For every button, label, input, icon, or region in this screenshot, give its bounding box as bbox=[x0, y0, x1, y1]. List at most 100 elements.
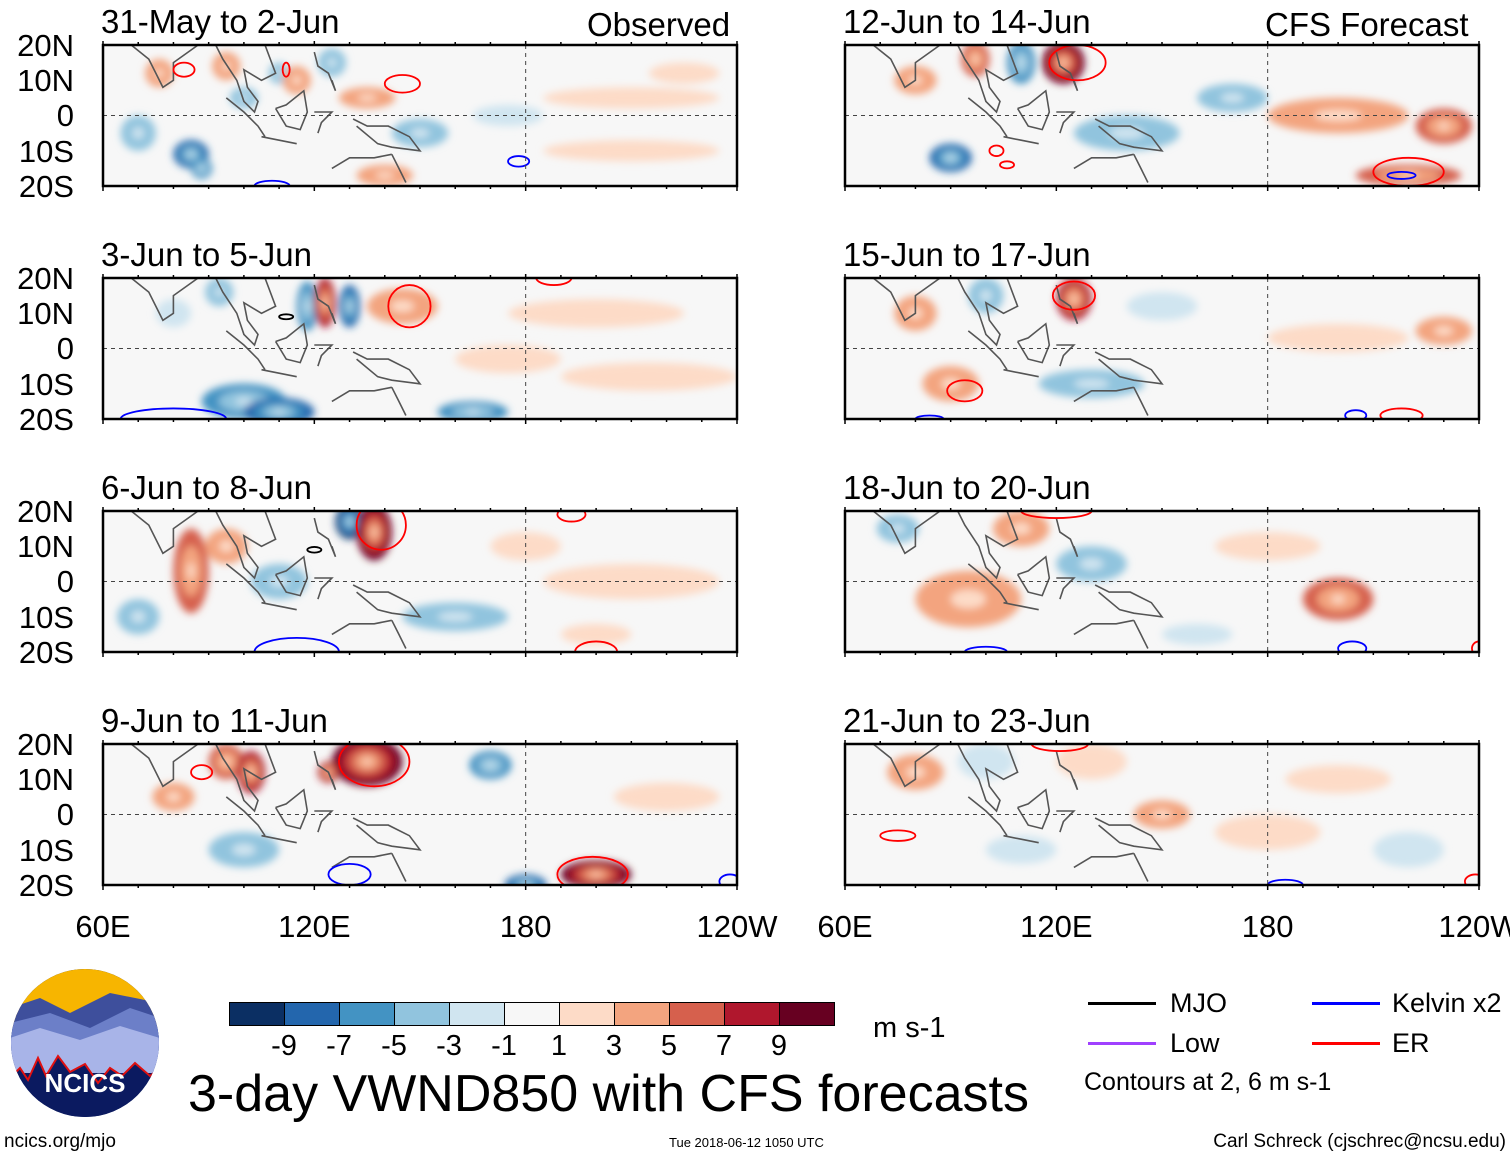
colorbar-tick-label: 1 bbox=[550, 1030, 568, 1062]
map-panel bbox=[843, 274, 1481, 424]
er-contour bbox=[946, 379, 984, 403]
wind-anomaly bbox=[305, 301, 310, 312]
colorbar-tick-label: 5 bbox=[660, 1030, 678, 1062]
wind-anomaly bbox=[648, 62, 720, 84]
lon-label: 120W bbox=[696, 909, 778, 944]
coastline bbox=[872, 511, 1164, 649]
er-contour bbox=[1030, 744, 1089, 752]
kelvin-contour bbox=[507, 155, 531, 168]
wind-anomaly bbox=[219, 540, 234, 553]
panel-title: 31-May to 2-Jun bbox=[101, 3, 340, 40]
map-panel bbox=[843, 507, 1481, 657]
er-contour bbox=[535, 278, 573, 286]
panel-title: 21-Jun to 23-Jun bbox=[843, 702, 1091, 739]
wind-anomaly bbox=[1061, 60, 1066, 65]
wind-anomaly bbox=[327, 57, 337, 68]
figure-title: 3-day VWND850 with CFS forecasts bbox=[188, 1065, 1029, 1123]
colorbar-swatch bbox=[449, 1002, 505, 1026]
er-contour bbox=[383, 74, 421, 94]
map-panel bbox=[101, 507, 739, 657]
wind-anomaly bbox=[1018, 58, 1024, 67]
er-contour bbox=[1372, 156, 1445, 186]
er-contour bbox=[1020, 511, 1093, 519]
wind-anomaly bbox=[1056, 744, 1127, 780]
wind-anomaly bbox=[1126, 292, 1198, 321]
wind-anomaly bbox=[232, 843, 256, 856]
colorbar-tick-label: 9 bbox=[770, 1030, 788, 1062]
er-contour bbox=[338, 744, 411, 788]
wind-anomaly bbox=[1373, 832, 1444, 868]
colorbar-swatch bbox=[669, 1002, 725, 1026]
legend-er: ER bbox=[1392, 1028, 1430, 1058]
lon-label: 120W bbox=[1438, 909, 1510, 944]
map-panel bbox=[843, 41, 1481, 191]
wind-anomaly bbox=[543, 87, 720, 109]
wind-anomaly bbox=[1152, 809, 1172, 820]
colorbar-swatch bbox=[504, 1002, 560, 1026]
mjo-line-swatch bbox=[1088, 1002, 1156, 1005]
wind-anomaly bbox=[1285, 765, 1391, 794]
panel-title: 15-Jun to 17-Jun bbox=[843, 236, 1091, 273]
wind-anomaly bbox=[486, 762, 495, 768]
low-line-swatch bbox=[1088, 1042, 1156, 1045]
legend-low: Low bbox=[1170, 1028, 1220, 1058]
coastline bbox=[872, 744, 1164, 882]
panel-title: 9-Jun to 11-Jun bbox=[101, 702, 328, 739]
lat-label: 20N bbox=[17, 494, 74, 529]
colorbar-swatch bbox=[559, 1002, 615, 1026]
wind-anomaly bbox=[1109, 127, 1145, 139]
logo-text: NCICS bbox=[45, 1068, 126, 1098]
coastline bbox=[872, 278, 1164, 416]
lon-label: 120E bbox=[278, 909, 351, 944]
wind-anomaly bbox=[410, 128, 430, 138]
kelvin-contour bbox=[1337, 640, 1368, 652]
colorbar-units: m s-1 bbox=[873, 1012, 946, 1044]
er-line-swatch bbox=[1312, 1042, 1380, 1045]
footer-author: Carl Schreck (cjschrec@ncsu.edu) bbox=[1213, 1131, 1506, 1152]
wind-anomaly bbox=[1267, 323, 1409, 353]
lon-label: 120E bbox=[1020, 909, 1093, 944]
coastline bbox=[872, 45, 1164, 183]
lat-label: 10N bbox=[17, 529, 74, 565]
map-panel bbox=[843, 740, 1481, 890]
map-panel bbox=[101, 41, 739, 191]
wind-anomaly bbox=[292, 75, 302, 85]
observed-header: Observed bbox=[587, 6, 731, 43]
lat-label: 10N bbox=[17, 296, 74, 332]
wind-anomaly bbox=[132, 127, 145, 139]
colorbar-swatch bbox=[614, 1002, 670, 1026]
lon-label: 180 bbox=[1241, 909, 1294, 944]
kelvin-contour bbox=[119, 407, 228, 419]
wind-anomaly bbox=[1331, 594, 1346, 604]
lat-label: 20N bbox=[17, 727, 74, 762]
wind-anomaly bbox=[1079, 558, 1104, 570]
coastline bbox=[130, 511, 422, 649]
legend-kelvin: Kelvin x2 bbox=[1392, 988, 1502, 1018]
wind-anomaly bbox=[357, 94, 377, 102]
colorbar-tick-label: 3 bbox=[605, 1030, 623, 1062]
lat-label: 0 bbox=[56, 98, 74, 134]
wind-anomaly bbox=[363, 758, 372, 765]
colorbar-tick-label: -7 bbox=[326, 1030, 352, 1062]
colorbar-swatch bbox=[284, 1002, 340, 1026]
kelvin-contour bbox=[1344, 409, 1368, 419]
er-contour bbox=[190, 764, 214, 781]
kelvin-contour bbox=[718, 873, 737, 885]
lat-label: 10S bbox=[18, 832, 74, 868]
legend-mjo: MJO bbox=[1170, 988, 1227, 1018]
panel-title: 12-Jun to 14-Jun bbox=[843, 3, 1091, 40]
lon-label: 60E bbox=[75, 909, 131, 944]
er-contour bbox=[387, 284, 432, 329]
er-contour bbox=[172, 61, 196, 78]
wind-anomaly bbox=[543, 140, 720, 162]
wind-anomaly bbox=[950, 589, 986, 609]
er-contour bbox=[999, 160, 1015, 170]
lat-label: 20N bbox=[17, 261, 74, 296]
wind-anomaly bbox=[455, 344, 561, 374]
wind-anomaly bbox=[560, 623, 632, 645]
coastline bbox=[130, 278, 422, 416]
lat-label: 20S bbox=[18, 634, 74, 670]
map-panel bbox=[101, 740, 739, 890]
mjo-contour bbox=[306, 546, 323, 554]
er-contour bbox=[1048, 45, 1107, 82]
